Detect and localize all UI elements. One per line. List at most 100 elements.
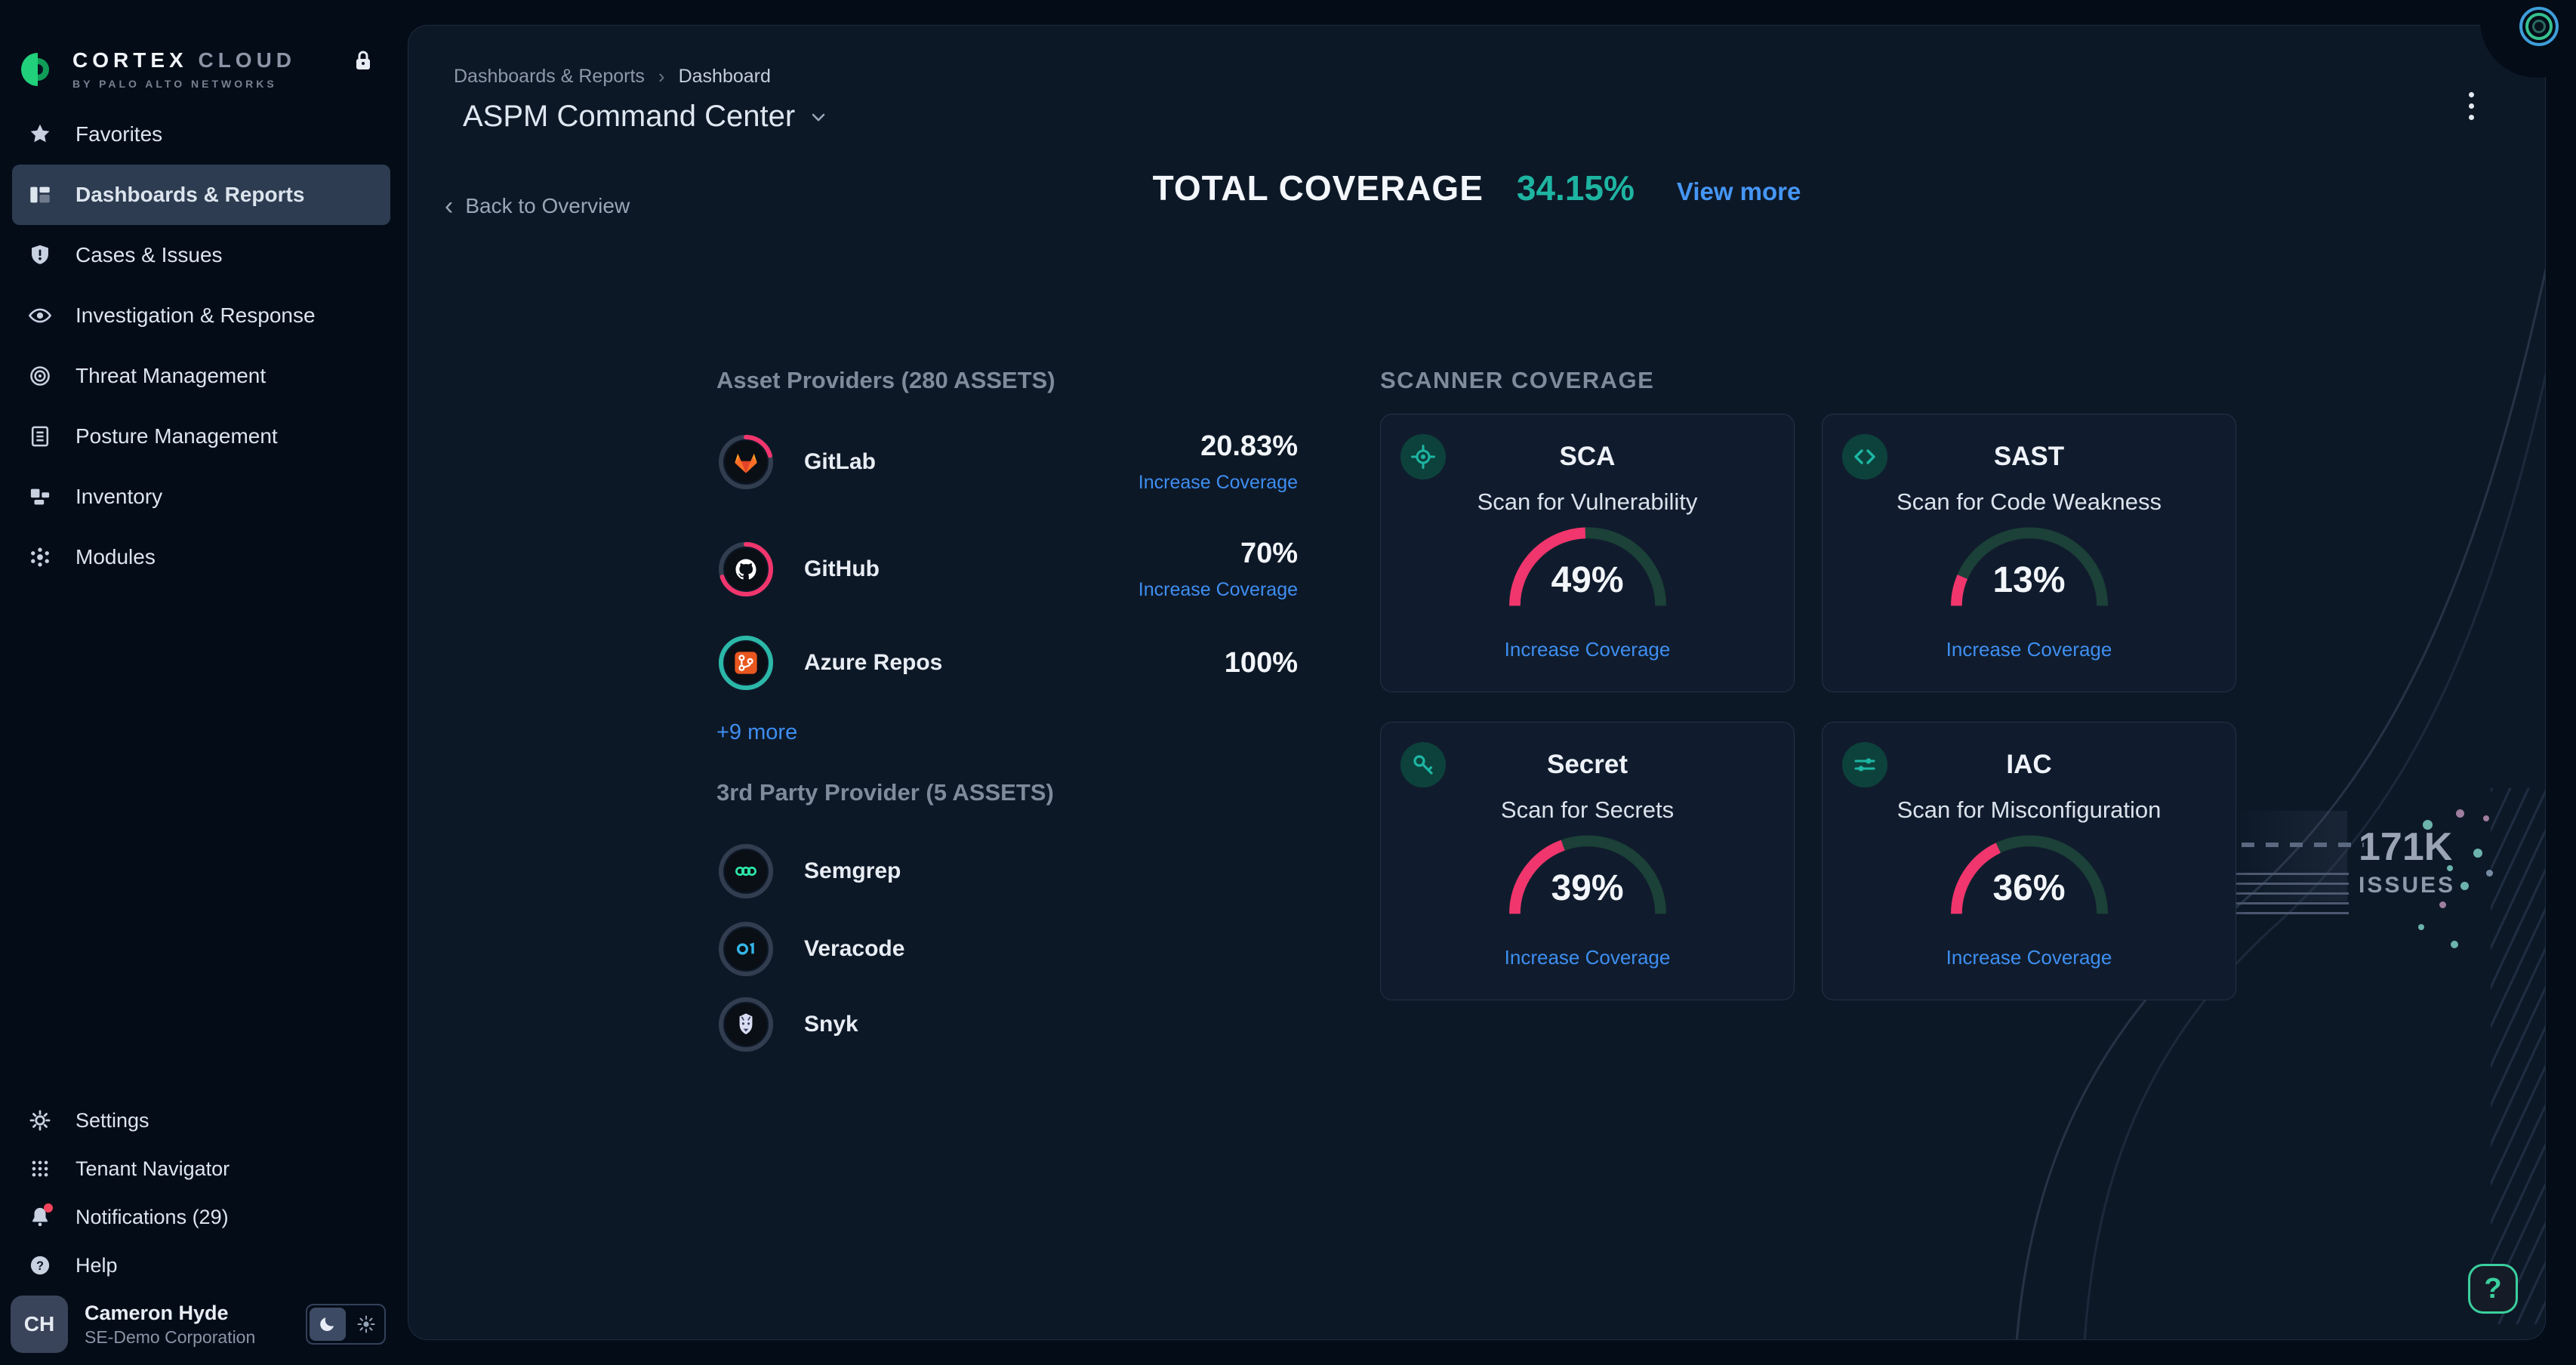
sidebar-item-help[interactable]: ? Help (0, 1241, 402, 1290)
sun-icon[interactable] (348, 1314, 384, 1334)
sidebar-item-label: Inventory (75, 485, 163, 508)
moon-icon[interactable] (310, 1308, 346, 1341)
increase-coverage-link[interactable]: Increase Coverage (1138, 472, 1298, 493)
card-subtitle: Scan for Code Weakness (1897, 488, 2162, 515)
brand-line1: CORTEX CLOUD (72, 48, 297, 72)
sidebar-item-inventory[interactable]: Inventory (0, 467, 402, 527)
sidebar-item-label: Notifications (29) (75, 1205, 229, 1228)
kebab-menu-icon[interactable] (2463, 86, 2480, 126)
chevron-down-icon[interactable] (809, 107, 828, 127)
key-icon (1400, 742, 1446, 787)
total-coverage-value: 34.15% (1516, 168, 1635, 208)
blocks-icon (29, 485, 51, 508)
main-panel: Dashboards & Reports › Dashboard ASPM Co… (408, 25, 2546, 1340)
eye-icon (29, 304, 51, 327)
sidebar-item-favorites[interactable]: Favorites (0, 104, 402, 165)
code-icon (1842, 434, 1887, 479)
issues-label: ISSUES (2359, 873, 2456, 898)
sidebar-item-tenant-navigator[interactable]: Notifications (29) Tenant Navigator (0, 1145, 402, 1193)
back-to-overview-link[interactable]: ‹ Back to Overview (445, 192, 630, 220)
increase-coverage-link[interactable]: Increase Coverage (1138, 579, 1298, 600)
sidebar-item-label: Favorites (75, 122, 163, 146)
scanner-card-sast: SAST Scan for Code Weakness 13% Increase… (1822, 414, 2236, 692)
brand: CORTEX CLOUD BY PALO ALTO NETWORKS (21, 48, 296, 90)
brand-title: CORTEX CLOUD (72, 48, 296, 72)
sidebar-item-label: Threat Management (75, 364, 267, 387)
veracode-logo (716, 920, 775, 978)
target-icon (1400, 434, 1446, 479)
sidebar-item-label: Settings (75, 1108, 149, 1132)
sidebar-item-investigation-response[interactable]: Investigation & Response (0, 285, 402, 346)
increase-coverage-link[interactable]: Increase Coverage (1504, 946, 1671, 969)
scanner-card-iac: IAC Scan for Misconfiguration 36% Increa… (1822, 722, 2236, 1000)
scanner-card-secret: Secret Scan for Secrets 39% Increase Cov… (1380, 722, 1795, 1000)
gitlab-logo (716, 433, 775, 491)
coverage-gauge: 49% (1508, 526, 1667, 609)
sidebar-item-settings[interactable]: Settings (0, 1096, 402, 1145)
coverage-gauge: 13% (1950, 526, 2109, 609)
sidebar-item-modules[interactable]: Modules (0, 527, 402, 587)
azure-repos-logo (716, 633, 775, 692)
issues-count: 171K (2359, 825, 2453, 869)
scanner-card-sca: SCA Scan for Vulnerability 49% Increase … (1380, 414, 1795, 692)
modules-icon (29, 546, 51, 568)
view-more-link[interactable]: View more (1676, 177, 1801, 205)
snyk-logo (716, 995, 775, 1054)
target-circles-icon (29, 365, 51, 387)
user-name: Cameron Hyde (85, 1301, 229, 1324)
lock-icon (356, 51, 370, 69)
gauge-percent: 39% (1551, 868, 1624, 908)
sidebar-item-label: Modules (75, 545, 156, 568)
sidebar-item-cases-issues[interactable]: Cases & Issues (0, 225, 402, 285)
sidebar-item-label: Investigation & Response (75, 304, 316, 327)
breadcrumb-parent[interactable]: Dashboards & Reports (454, 66, 645, 87)
page-title: ASPM Command Center (463, 100, 796, 133)
sidebar-item-threat-management[interactable]: Threat Management (0, 346, 402, 406)
beam-decoration (2234, 811, 2347, 901)
question-circle-icon: ? (29, 1254, 51, 1277)
card-subtitle: Scan for Secrets (1500, 797, 1675, 823)
ring-logo-icon[interactable] (2519, 7, 2559, 46)
hatch-decoration (2491, 788, 2545, 1324)
github-logo (716, 540, 775, 599)
user-row[interactable]: CH Cameron Hyde SE-Demo Corporation (0, 1293, 402, 1356)
provider-row-azure-repos: Azure Repos 100% (716, 618, 1298, 708)
sidebar-item-label: Posture Management (75, 424, 278, 448)
provider-name: Semgrep (804, 858, 901, 883)
chevron-right-icon: › (658, 65, 665, 88)
dashboard-icon (29, 183, 51, 206)
avatar[interactable]: CH (11, 1296, 68, 1353)
sidebar-item-dashboards-reports[interactable]: Dashboards & Reports (12, 165, 390, 225)
card-subtitle: Scan for Misconfiguration (1897, 797, 2162, 823)
sidebar-nav: Favorites Dashboards & Reports Cases & I… (0, 104, 402, 587)
sidebar-bottom-nav: Settings Notifications (29) Tenant Navig… (0, 1096, 402, 1290)
increase-coverage-link[interactable]: Increase Coverage (1946, 638, 2112, 661)
card-title: SAST (1993, 442, 2065, 471)
provider-name: GitHub (804, 556, 880, 581)
sidebar: CORTEX CLOUD BY PALO ALTO NETWORKS Favor… (0, 0, 402, 1365)
sidebar-item-label: Tenant Navigator (75, 1157, 230, 1180)
gauge-percent: 49% (1551, 560, 1624, 600)
theme-toggle[interactable] (306, 1304, 386, 1345)
provider-name: Veracode (804, 936, 905, 961)
sidebar-item-notifications[interactable]: Notifications (29) (0, 1193, 402, 1241)
increase-coverage-link[interactable]: Increase Coverage (1946, 946, 2112, 969)
sidebar-item-posture-management[interactable]: Posture Management (0, 406, 402, 467)
more-providers-link[interactable]: +9 more (716, 720, 798, 744)
card-title: Secret (1546, 750, 1628, 779)
coverage-gauge: 36% (1950, 834, 2109, 917)
sidebar-item-label: Help (75, 1253, 118, 1277)
gear-icon (29, 1109, 51, 1132)
increase-coverage-link[interactable]: Increase Coverage (1504, 638, 1671, 661)
gauge-percent: 36% (1992, 868, 2066, 908)
card-title: SCA (1559, 442, 1616, 471)
chevron-left-icon: ‹ (445, 192, 454, 220)
issues-badge: 171K ISSUES (2359, 824, 2455, 898)
clipboard-icon (29, 425, 51, 448)
svg-text:?: ? (36, 1259, 44, 1273)
total-coverage-summary: TOTAL COVERAGE 34.15% View more (408, 168, 2545, 208)
help-button[interactable]: ? (2468, 1264, 2518, 1314)
sliders-icon (1842, 742, 1887, 787)
page-title-row[interactable]: ASPM Command Center (463, 100, 828, 134)
coverage-gauge: 39% (1508, 834, 1667, 917)
